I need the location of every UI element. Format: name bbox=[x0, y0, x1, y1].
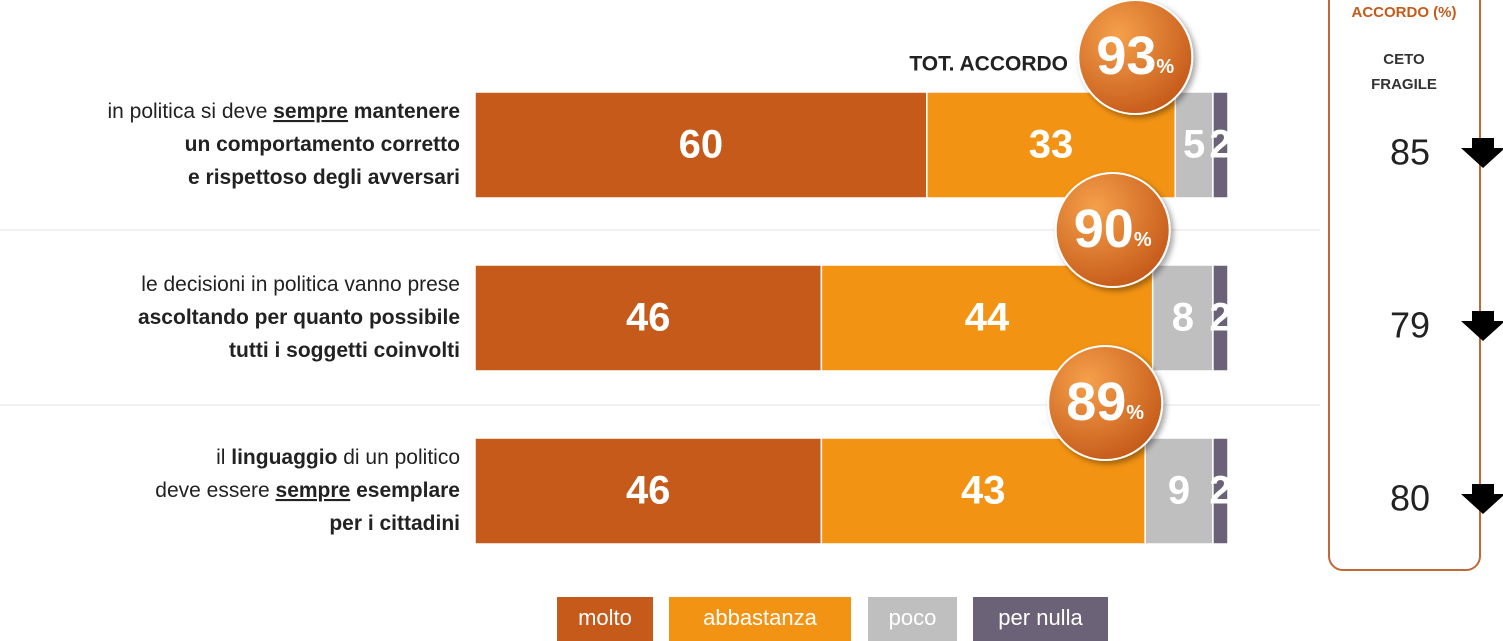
bar-value-label: 2 bbox=[1209, 123, 1231, 167]
bar-value-label: 43 bbox=[961, 469, 1006, 513]
total-unit: % bbox=[1156, 56, 1174, 78]
category-label: il linguaggio di un politico bbox=[216, 446, 460, 469]
total-label: TOT. ACCORDO bbox=[909, 53, 1068, 76]
total-bubble bbox=[1077, 0, 1194, 115]
total-number: 89 bbox=[1066, 372, 1126, 432]
total-unit: % bbox=[1134, 229, 1152, 251]
label-run: sempre bbox=[276, 479, 351, 502]
category-label: un comportamento corretto bbox=[185, 133, 460, 156]
total-number: 93 bbox=[1096, 26, 1156, 86]
bar-segment bbox=[1144, 437, 1214, 545]
label-run: in politica si deve bbox=[107, 100, 273, 123]
bar-segment bbox=[1212, 437, 1229, 545]
bar-value-label: 2 bbox=[1209, 469, 1231, 513]
total-bubble bbox=[1054, 172, 1171, 288]
label-run: mantenere bbox=[348, 100, 460, 123]
label-run: il bbox=[216, 446, 231, 469]
category-label: ascoltando per quanto possibile bbox=[138, 306, 460, 329]
bar-segment bbox=[1212, 264, 1229, 372]
category-label: le decisioni in politica vanno prese bbox=[141, 273, 460, 296]
bar-segment bbox=[1174, 91, 1214, 199]
bar-segment bbox=[474, 91, 928, 199]
side-panel-value: 80 bbox=[1390, 478, 1430, 519]
label-run: e rispettoso degli avversari bbox=[188, 166, 460, 189]
legend-swatch bbox=[557, 597, 653, 641]
side-panel-subtitle: FRAGILE bbox=[1371, 76, 1437, 93]
bar-value-label: 9 bbox=[1168, 469, 1190, 513]
side-panel-value: 85 bbox=[1390, 132, 1430, 173]
bar-value-label: 33 bbox=[1029, 123, 1074, 167]
legend-label: abbastanza bbox=[703, 605, 818, 630]
label-run: di un politico bbox=[337, 446, 460, 469]
bar-value-label: 60 bbox=[679, 123, 724, 167]
down-arrow bbox=[1461, 484, 1503, 514]
bar-value-label: 44 bbox=[965, 296, 1010, 340]
down-arrow bbox=[1461, 138, 1503, 168]
side-panel-frame bbox=[1328, 0, 1481, 571]
legend-label: per nulla bbox=[998, 605, 1083, 630]
legend-swatch bbox=[973, 597, 1108, 641]
side-panel-title: ACCORDO (%) bbox=[1352, 4, 1457, 21]
label-run: un comportamento corretto bbox=[185, 133, 460, 156]
category-label: e rispettoso degli avversari bbox=[188, 166, 460, 189]
legend-swatch bbox=[669, 597, 851, 641]
bar-value-label: 46 bbox=[626, 469, 671, 513]
label-run: tutti i soggetti coinvolti bbox=[229, 339, 460, 362]
category-label: deve essere sempre esemplare bbox=[155, 479, 460, 502]
total-value: 90% bbox=[1074, 199, 1152, 259]
down-arrow bbox=[1461, 311, 1503, 341]
label-run: ascoltando per quanto possibile bbox=[138, 306, 460, 329]
total-number: 90 bbox=[1074, 199, 1134, 259]
label-run: deve essere bbox=[155, 479, 275, 502]
legend-label: poco bbox=[889, 605, 937, 630]
total-value: 93% bbox=[1096, 26, 1174, 86]
category-label: in politica si deve sempre mantenere bbox=[107, 100, 460, 123]
bar-value-label: 2 bbox=[1209, 296, 1231, 340]
legend-swatch bbox=[868, 597, 957, 641]
bar-value-label: 5 bbox=[1183, 123, 1205, 167]
total-bubble bbox=[1047, 345, 1164, 461]
label-run: per i cittadini bbox=[329, 512, 460, 535]
label-run: linguaggio bbox=[231, 446, 337, 469]
side-panel-subtitle: CETO bbox=[1383, 51, 1425, 68]
bar-segment bbox=[474, 264, 823, 372]
category-label: per i cittadini bbox=[329, 512, 460, 535]
legend-label: molto bbox=[578, 605, 632, 630]
side-panel-value: 79 bbox=[1390, 305, 1430, 346]
label-run: sempre bbox=[273, 100, 348, 123]
bar-segment bbox=[1212, 91, 1229, 199]
category-label: tutti i soggetti coinvolti bbox=[229, 339, 460, 362]
bar-value-label: 46 bbox=[626, 296, 671, 340]
total-unit: % bbox=[1126, 402, 1144, 424]
label-run: esemplare bbox=[350, 479, 460, 502]
total-value: 89% bbox=[1066, 372, 1144, 432]
bar-segment bbox=[474, 437, 823, 545]
label-run: le decisioni in politica vanno prese bbox=[141, 273, 460, 296]
bar-value-label: 8 bbox=[1172, 296, 1194, 340]
bar-segment bbox=[1151, 264, 1214, 372]
